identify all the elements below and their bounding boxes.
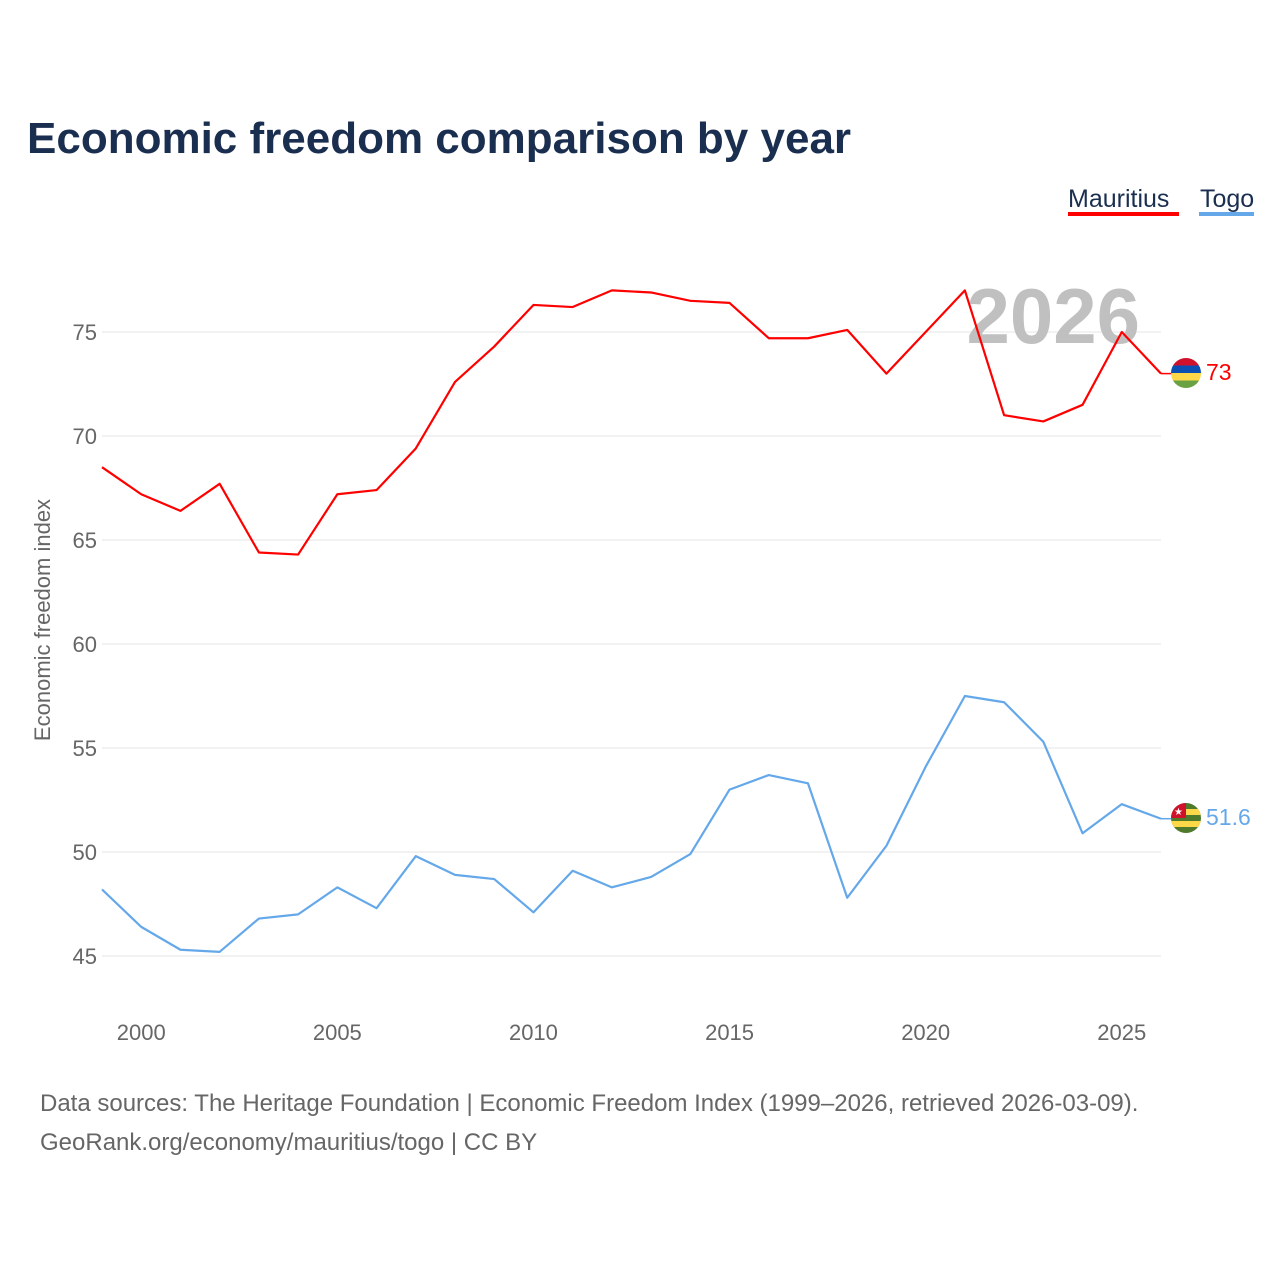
- y-tick-label: 55: [73, 736, 97, 761]
- svg-text:★: ★: [1174, 807, 1183, 818]
- legend-swatch-togo: [1199, 212, 1254, 216]
- y-tick-label: 65: [73, 528, 97, 553]
- year-annotation: 2026: [966, 272, 1140, 360]
- y-tick-label: 75: [73, 320, 97, 345]
- footer-link[interactable]: GeoRank.org/economy/mauritius/togo | CC …: [40, 1129, 537, 1156]
- y-axis: 45 50 55 60 65 70 75: [73, 320, 97, 969]
- end-label-togo: 51.6: [1206, 804, 1251, 830]
- end-label-mauritius: 73: [1206, 359, 1232, 385]
- x-tick-label: 2015: [705, 1020, 754, 1045]
- flag-togo: ★: [1171, 803, 1201, 833]
- flag-mauritius: [1171, 358, 1201, 388]
- y-tick-label: 60: [73, 632, 97, 657]
- x-tick-label: 2025: [1097, 1020, 1146, 1045]
- legend-item-togo[interactable]: Togo: [1199, 185, 1254, 216]
- series-lines: [101, 289, 1172, 953]
- legend: Mauritius Togo: [1068, 185, 1254, 216]
- y-tick-label: 45: [73, 944, 97, 969]
- footer-source: Data sources: The Heritage Foundation | …: [40, 1090, 1138, 1117]
- series-line-togo: [101, 694, 1162, 953]
- legend-label-mauritius: Mauritius: [1068, 185, 1169, 213]
- chart-title: Economic freedom comparison by year: [27, 114, 851, 163]
- y-tick-label: 70: [73, 424, 97, 449]
- legend-item-mauritius[interactable]: Mauritius: [1068, 185, 1179, 216]
- legend-label-togo: Togo: [1200, 185, 1254, 213]
- legend-swatch-mauritius: [1068, 212, 1179, 216]
- x-tick-label: 2005: [313, 1020, 362, 1045]
- x-axis: 2000 2005 2010 2015 2020 2025: [117, 1020, 1147, 1045]
- x-tick-label: 2020: [901, 1020, 950, 1045]
- x-tick-label: 2010: [509, 1020, 558, 1045]
- y-axis-label: Economic freedom index: [30, 499, 55, 741]
- y-tick-label: 50: [73, 840, 97, 865]
- gridlines: [102, 331, 1161, 957]
- x-tick-label: 2000: [117, 1020, 166, 1045]
- series-line-mauritius: [101, 289, 1162, 556]
